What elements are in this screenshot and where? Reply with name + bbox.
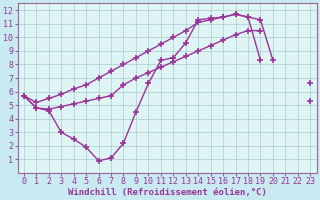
X-axis label: Windchill (Refroidissement éolien,°C): Windchill (Refroidissement éolien,°C) [68, 188, 267, 197]
